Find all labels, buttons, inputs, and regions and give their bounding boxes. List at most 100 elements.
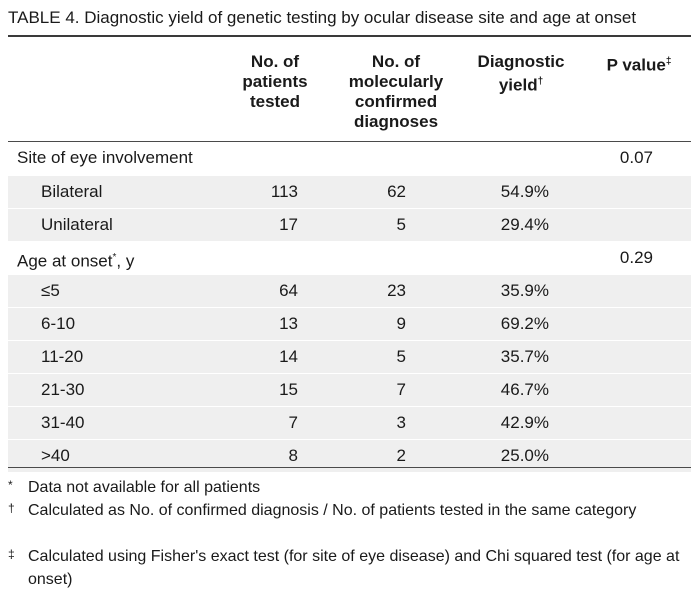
header-line: P value xyxy=(606,55,666,75)
top-rule xyxy=(8,35,691,37)
row-label-text: 31-40 xyxy=(41,413,85,432)
header-line: molecularly xyxy=(348,72,444,91)
cell-confirmed-diagnoses: 7 xyxy=(396,380,406,399)
cell-patients-tested: 113 xyxy=(270,182,298,201)
row-label-text: Site of eye involvement xyxy=(17,148,193,167)
row-label-text: Bilateral xyxy=(41,182,103,201)
row-label: 31-40 xyxy=(41,407,84,439)
cell-p-value: 0.29 xyxy=(619,248,653,267)
cell-p-value: 0.07 xyxy=(619,148,653,167)
cell-confirmed-diagnoses: 62 xyxy=(387,182,406,201)
double-dagger-mark: ‡ xyxy=(665,56,672,67)
header-confirmed-diagnoses: No. of molecularly confirmed diagnoses xyxy=(334,52,458,132)
row-label-text: ≤5 xyxy=(41,281,60,300)
cell-diagnostic-yield xyxy=(459,142,549,174)
footnote-1: * Data not available for all patients xyxy=(8,476,688,499)
cell-patients-tested: 14 xyxy=(279,347,298,366)
cell-diagnostic-yield: 25.0% xyxy=(500,446,549,465)
table-row: 31-40 7 3 42.9% xyxy=(8,406,691,439)
cell-p-value xyxy=(583,308,653,340)
cell-diagnostic-yield: 54.9% xyxy=(500,182,549,201)
cell-diagnostic-yield: 35.7% xyxy=(500,347,549,366)
footnote-text: Calculated as No. of confirmed diagnosis… xyxy=(28,502,637,519)
footnote-3: ‡ Calculated using Fisher's exact test (… xyxy=(8,545,688,591)
cell-diagnostic-yield xyxy=(459,242,549,274)
table-row: 11-20 14 5 35.7% xyxy=(8,340,691,373)
header-line: Diagnostic xyxy=(477,52,565,71)
cell-patients-tested: 15 xyxy=(279,380,298,399)
row-label: ≤5 xyxy=(41,275,60,307)
header-line: tested xyxy=(249,92,301,111)
footnote-text: Data not available for all patients xyxy=(28,479,261,496)
row-label: Age at onset*, y xyxy=(17,242,134,274)
header-line: patients xyxy=(242,72,308,91)
row-label-text: Age at onset xyxy=(17,251,113,271)
footnote-mark: ‡ xyxy=(8,547,15,561)
cell-patients-tested: 8 xyxy=(288,446,298,465)
header-line: diagnoses xyxy=(353,112,439,131)
row-label-text: >40 xyxy=(41,446,70,465)
header-line: yield xyxy=(498,75,538,95)
cell-patients-tested: 13 xyxy=(279,314,298,333)
row-label: Unilateral xyxy=(41,209,113,241)
footnote-mark: † xyxy=(8,501,15,515)
cell-patients-tested xyxy=(218,142,298,174)
row-label: >40 xyxy=(41,440,70,472)
dagger-mark: † xyxy=(537,76,544,87)
row-label-text: Unilateral xyxy=(41,215,113,234)
asterisk-mark: * xyxy=(112,252,117,263)
cell-p-value xyxy=(583,341,653,373)
table-row: Unilateral 17 5 29.4% xyxy=(8,208,691,241)
header-patients-tested: No. of patients tested xyxy=(232,52,318,112)
cell-p-value xyxy=(583,209,653,241)
cell-patients-tested: 64 xyxy=(279,281,298,300)
table-row: 6-10 13 9 69.2% xyxy=(8,307,691,340)
header-diagnostic-yield: Diagnostic yield† xyxy=(466,52,576,96)
row-label-text: 6-10 xyxy=(41,314,76,333)
header-line: confirmed xyxy=(354,92,438,111)
cell-confirmed-diagnoses: 5 xyxy=(396,347,406,366)
cell-diagnostic-yield: 29.4% xyxy=(500,215,549,234)
cell-confirmed-diagnoses xyxy=(326,142,406,174)
cell-p-value xyxy=(583,176,653,208)
row-label: Site of eye involvement xyxy=(17,142,193,174)
bottom-rule xyxy=(8,467,691,468)
header-p-value: P value‡ xyxy=(594,52,684,76)
cell-patients-tested: 17 xyxy=(279,215,298,234)
footnote-text: Calculated using Fisher's exact test (fo… xyxy=(28,548,680,588)
cell-diagnostic-yield: 69.2% xyxy=(500,314,549,333)
table-row: Age at onset*, y 0.29 xyxy=(8,241,691,274)
cell-diagnostic-yield: 35.9% xyxy=(500,281,549,300)
cell-p-value xyxy=(583,374,653,406)
cell-confirmed-diagnoses: 5 xyxy=(396,215,406,234)
row-label-text: 21-30 xyxy=(41,380,85,399)
header-rule xyxy=(8,141,691,142)
header-line: No. of xyxy=(250,52,300,71)
cell-confirmed-diagnoses: 2 xyxy=(396,446,406,465)
table-row: ≤5 64 23 35.9% xyxy=(8,274,691,307)
row-label: 6-10 xyxy=(41,308,75,340)
row-label: 11-20 xyxy=(41,341,83,373)
row-label-text: 11-20 xyxy=(41,347,84,366)
cell-confirmed-diagnoses: 9 xyxy=(396,314,406,333)
footnote-mark: * xyxy=(8,478,13,492)
table-row: Site of eye involvement 0.07 xyxy=(8,142,691,174)
cell-confirmed-diagnoses xyxy=(326,242,406,274)
cell-patients-tested xyxy=(218,242,298,274)
footnote-2: † Calculated as No. of confirmed diagnos… xyxy=(8,499,688,522)
cell-p-value xyxy=(583,407,653,439)
cell-patients-tested: 7 xyxy=(288,413,298,432)
table-row: Bilateral 113 62 54.9% xyxy=(8,175,691,208)
cell-confirmed-diagnoses: 3 xyxy=(396,413,406,432)
row-label: Bilateral xyxy=(41,176,102,208)
header-line: No. of xyxy=(371,52,421,71)
table-caption: TABLE 4. Diagnostic yield of genetic tes… xyxy=(8,8,637,27)
cell-diagnostic-yield: 42.9% xyxy=(500,413,549,432)
row-label: 21-30 xyxy=(41,374,84,406)
table-row: >40 8 2 25.0% xyxy=(8,439,691,472)
table-row: 21-30 15 7 46.7% xyxy=(8,373,691,406)
row-label-unit: , y xyxy=(116,251,135,271)
cell-confirmed-diagnoses: 23 xyxy=(387,281,406,300)
cell-p-value xyxy=(583,275,653,307)
